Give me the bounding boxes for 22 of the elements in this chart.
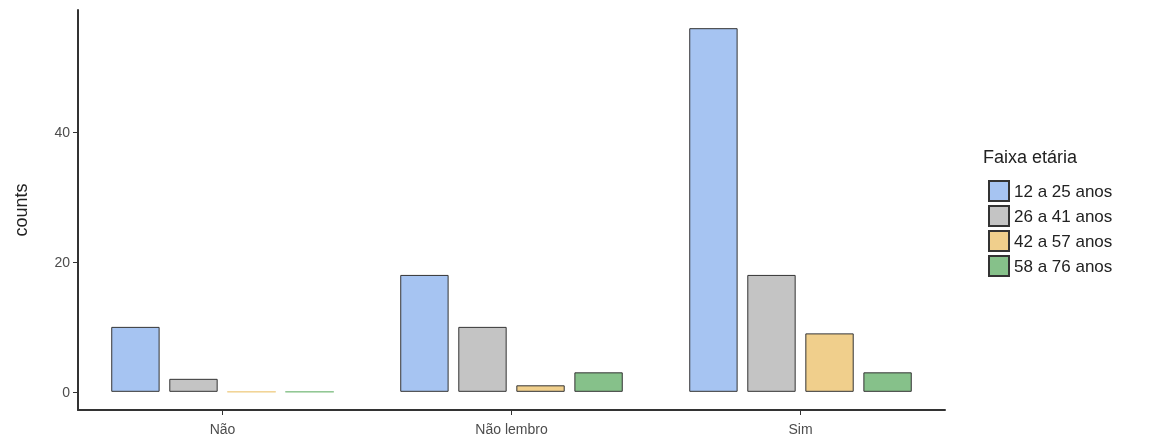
bar <box>574 372 623 392</box>
y-axis-title: counts <box>11 183 31 237</box>
legend-title: Faixa etária <box>983 147 1079 167</box>
legend-label: 42 a 57 anos <box>1014 231 1113 251</box>
bar <box>863 372 912 392</box>
x-tick-label: Sim <box>788 421 813 437</box>
bar <box>516 385 565 392</box>
bar <box>169 378 218 392</box>
x-tick-label: Não <box>209 421 236 437</box>
bar <box>400 274 449 392</box>
legend-label: 12 a 25 anos <box>1014 181 1113 201</box>
y-tick-label: 40 <box>54 124 71 141</box>
bar <box>111 326 160 392</box>
legend-label: 26 a 41 anos <box>1014 206 1113 226</box>
legend-label: 58 a 76 anos <box>1014 256 1113 276</box>
bar <box>805 333 854 392</box>
bar <box>689 28 738 392</box>
bar <box>458 326 507 392</box>
bar <box>747 274 796 392</box>
x-tick-label: Não lembro <box>475 421 548 437</box>
y-tick-label: 0 <box>62 383 71 400</box>
y-tick-label: 20 <box>54 253 71 270</box>
